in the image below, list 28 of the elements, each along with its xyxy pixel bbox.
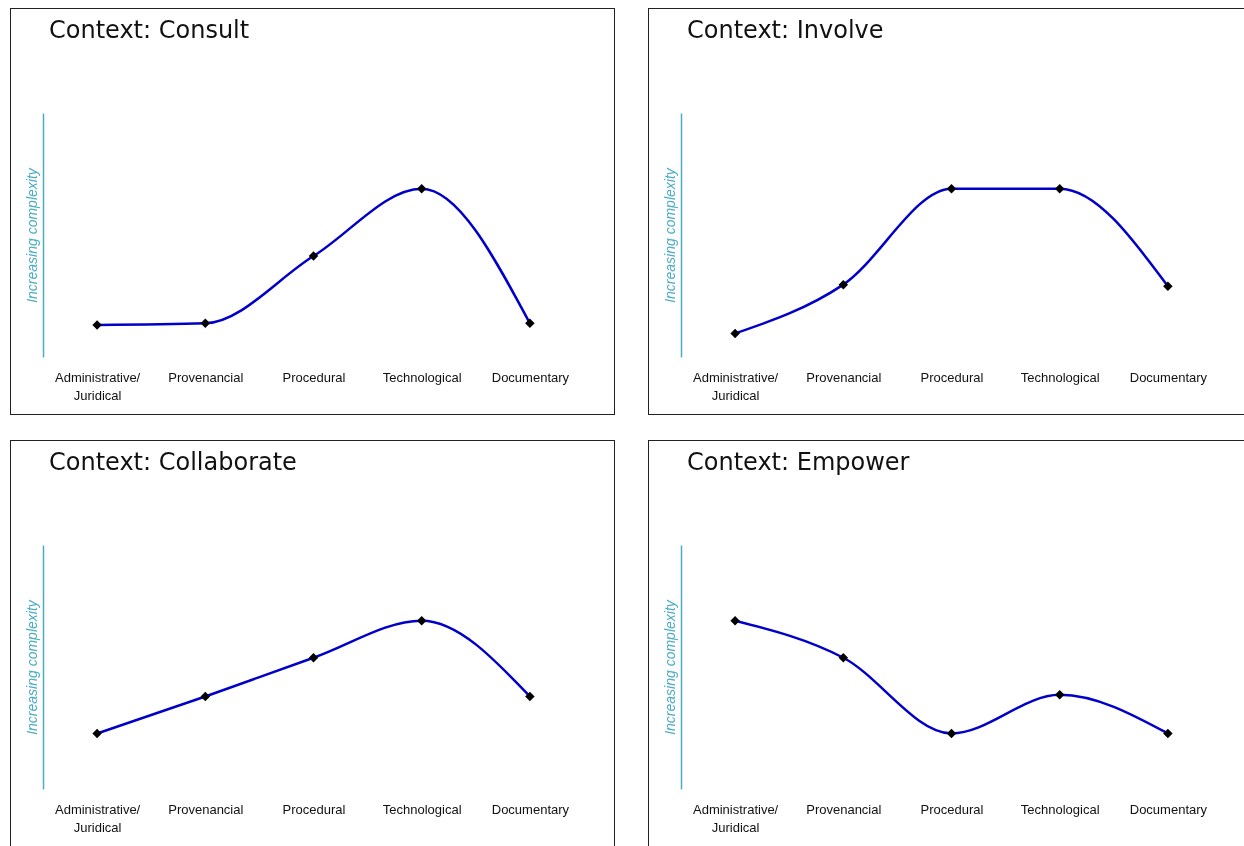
x-tick-label: Procedural [282,369,346,385]
y-axis-title: Increasing complexity [23,599,40,735]
x-tick-label: Administrative/ Juridical [692,801,779,835]
x-tick-label: Documentary [1129,801,1208,817]
x-tick-label: Documentary [1129,369,1208,385]
y-axis-title: Increasing complexity [661,599,678,735]
x-tick-label: Technological [1020,801,1100,817]
x-tick-label: Technological [382,369,462,385]
x-tick-label: Technological [1020,369,1100,385]
x-tick-label: Provenancial [168,369,244,385]
x-tick-label: Procedural [282,801,346,817]
x-tick-label: Administrative/ Juridical [692,369,779,403]
chart-title: Context: Involve [687,16,884,44]
x-tick-label: Administrative/ Juridical [54,801,141,835]
x-tick-label: Documentary [491,369,570,385]
x-tick-label: Technological [382,801,462,817]
y-axis-title: Increasing complexity [661,167,678,303]
x-tick-label: Documentary [491,801,570,817]
chart-title: Context: Consult [49,16,250,44]
x-tick-label: Procedural [920,369,984,385]
x-tick-label: Administrative/ Juridical [54,369,141,403]
y-axis-title: Increasing complexity [23,167,40,303]
chart-title: Context: Collaborate [49,448,297,476]
chart-title: Context: Empower [687,448,910,476]
x-tick-label: Provenancial [806,369,882,385]
x-tick-label: Provenancial [806,801,882,817]
x-tick-label: Provenancial [168,801,244,817]
x-tick-label: Procedural [920,801,984,817]
